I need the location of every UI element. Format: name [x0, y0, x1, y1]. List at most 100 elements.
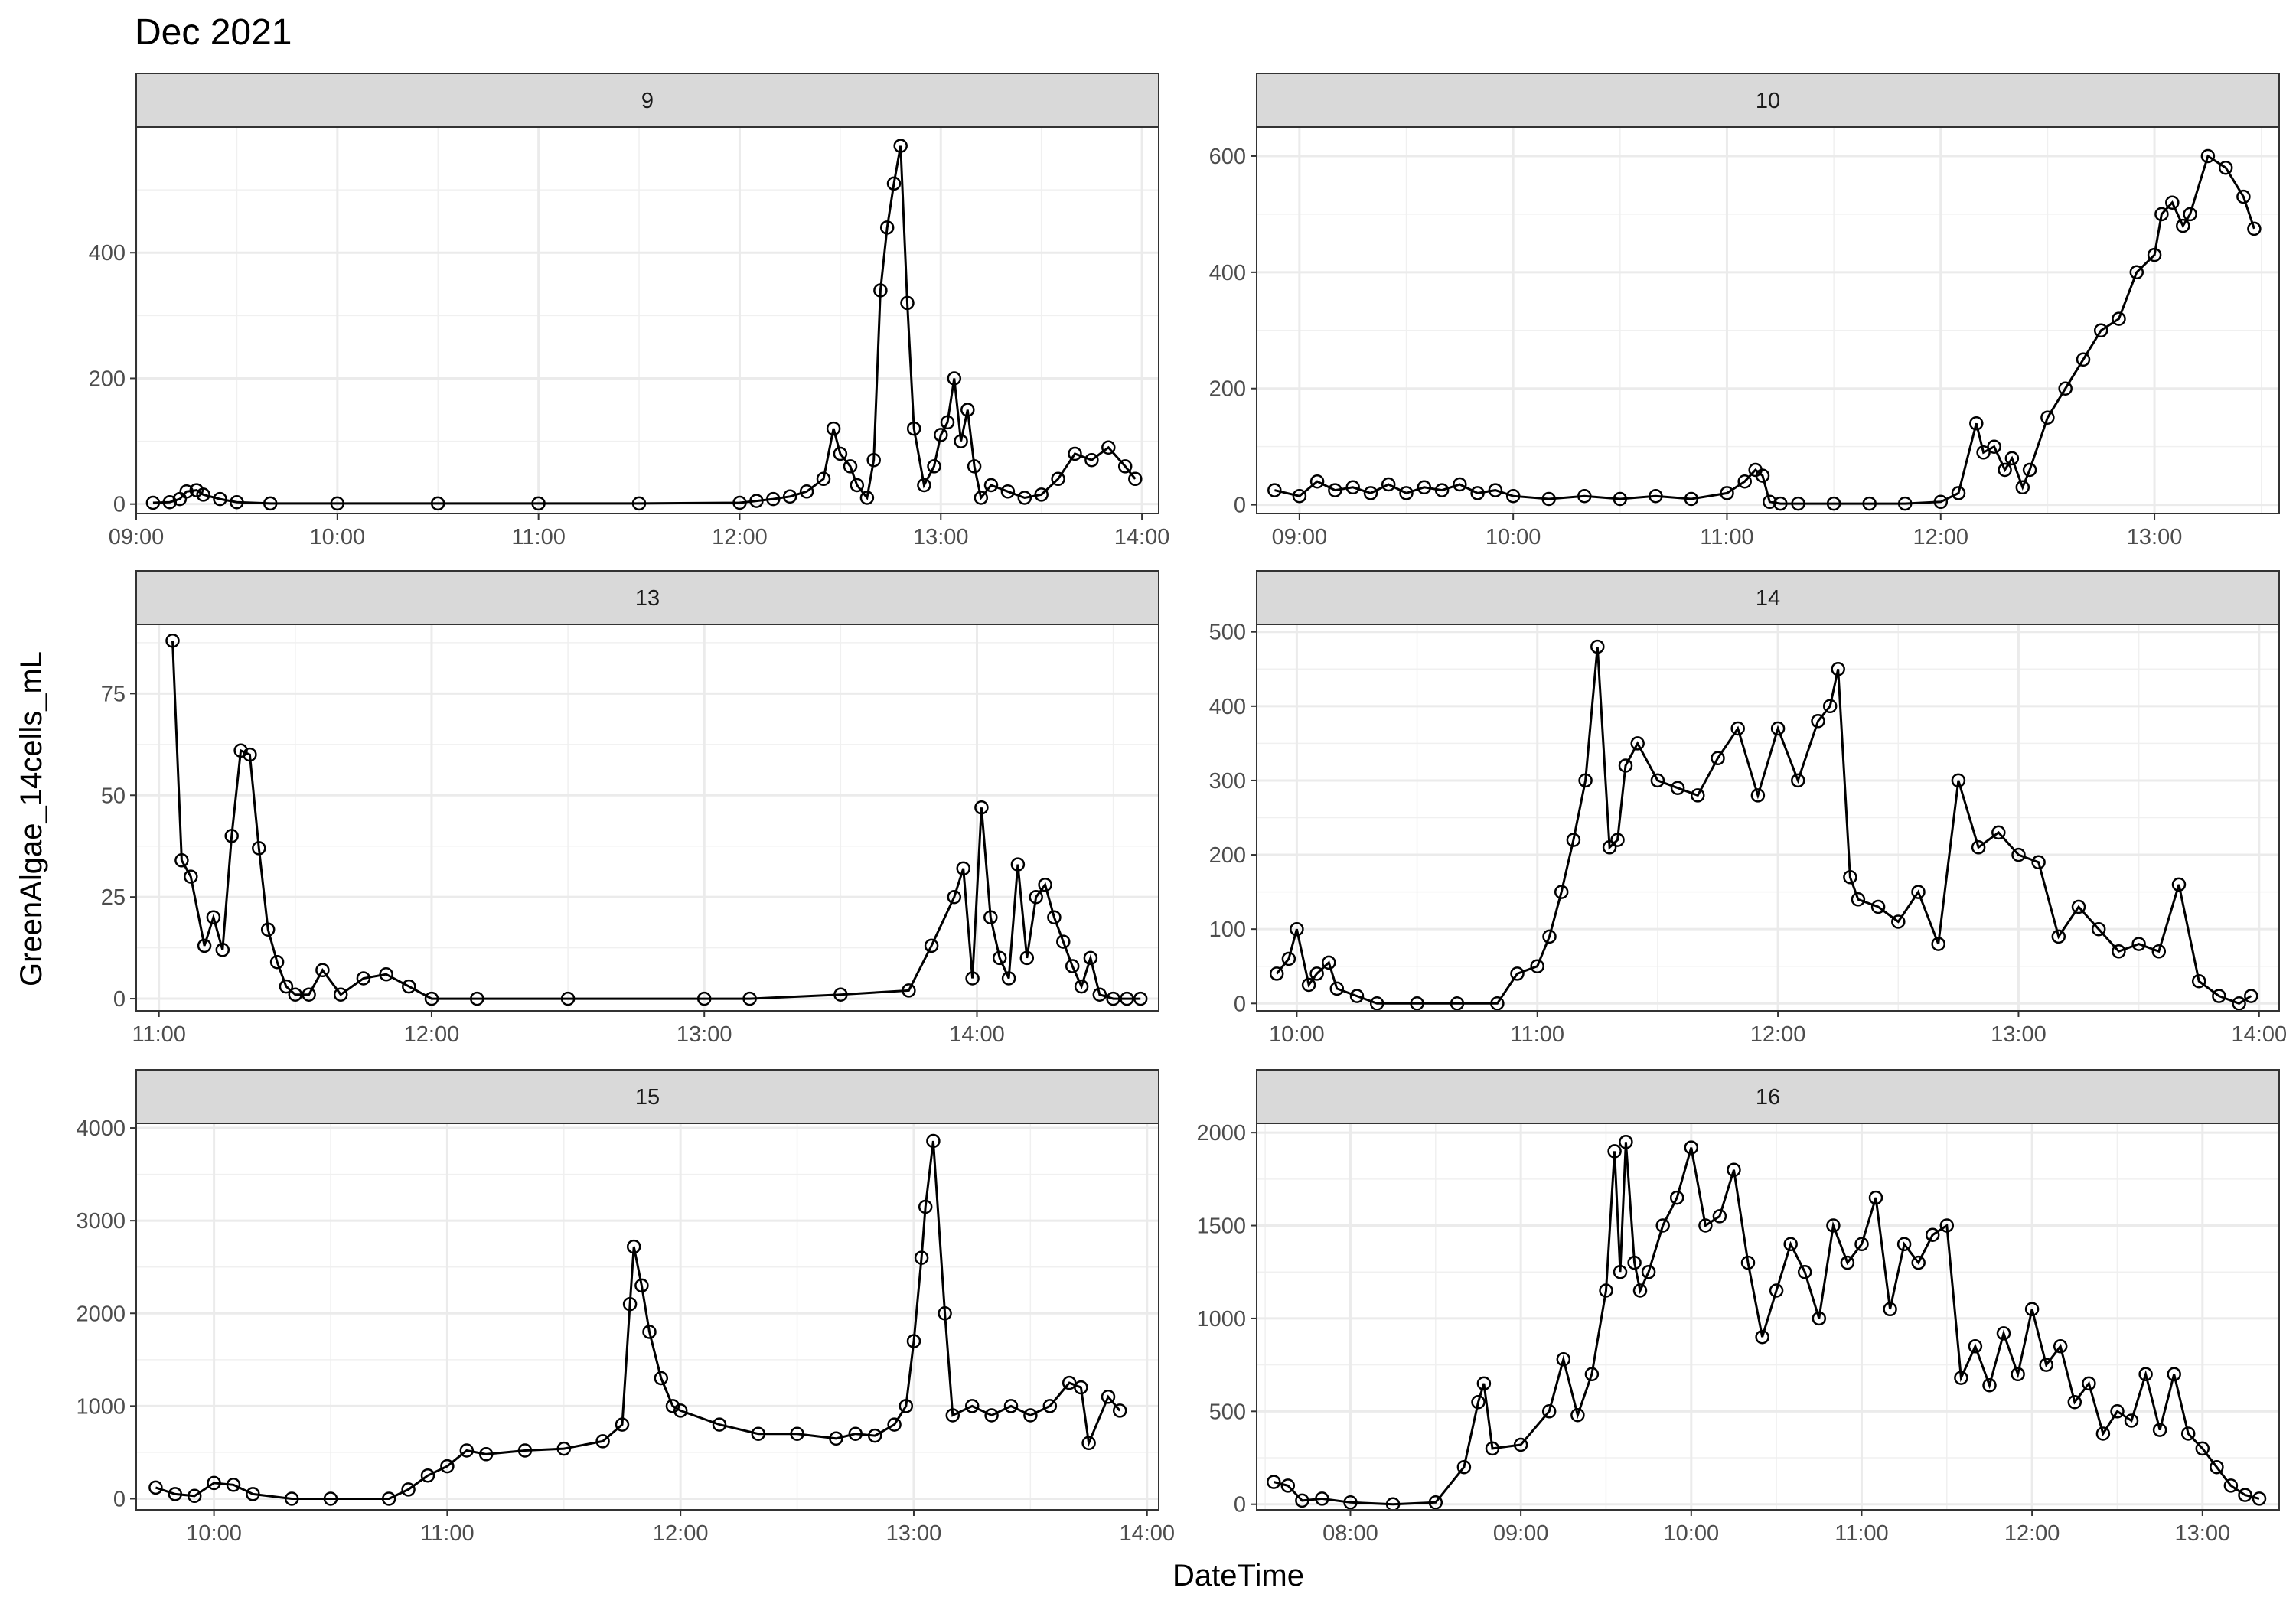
y-tick-label: 600 [1209, 145, 1246, 169]
x-tick-label: 12:00 [1750, 1022, 1806, 1047]
y-tick-label: 2000 [76, 1302, 126, 1326]
data-point [1870, 899, 1886, 914]
data-point [938, 1306, 952, 1321]
data-point [1826, 496, 1841, 511]
data-point [1933, 494, 1949, 510]
data-point [1042, 1399, 1058, 1413]
facet-strip-label: 14 [1756, 586, 1780, 611]
data-point [2218, 160, 2233, 175]
facet-strip-label: 9 [641, 89, 654, 113]
data-point [673, 1403, 688, 1418]
data-point [179, 484, 194, 499]
data-point [165, 634, 180, 648]
data-point [1740, 1255, 1756, 1270]
data-point [2051, 929, 2066, 944]
data-point [2171, 877, 2187, 892]
data-point [2082, 1376, 2096, 1391]
data-point [1998, 462, 2012, 478]
data-point [1599, 1283, 1613, 1298]
data-point [2040, 410, 2055, 425]
data-point [654, 1371, 669, 1386]
data-point [224, 829, 239, 843]
data-point [879, 220, 895, 235]
data-point [1868, 1190, 1883, 1205]
data-point [918, 1199, 933, 1214]
data-point [900, 295, 915, 311]
data-point [1619, 1135, 1633, 1149]
panel-border [135, 624, 1159, 1012]
panel-13: 13 0 25 50 75 11:00 12:00 13:00 14:00 [101, 570, 1159, 1047]
y-tick-label: 500 [1209, 621, 1246, 645]
data-point [1991, 825, 2006, 840]
data-point [2232, 996, 2246, 1011]
data-point [323, 1491, 338, 1506]
x-tick-label: 13:00 [913, 525, 969, 549]
data-point [732, 495, 747, 510]
data-point [1471, 1394, 1486, 1410]
x-tick-label: 09:00 [109, 525, 165, 549]
data-point [1329, 981, 1345, 996]
panel-16: 16 0 500 1000 1500 2000 08:00 09:00 10:00 11:00 12… [1196, 1069, 2280, 1546]
data-point [145, 495, 161, 510]
data-point [1001, 971, 1016, 986]
panel-border [1256, 1123, 2280, 1511]
data-point [2071, 899, 2086, 914]
y-tick-label: 100 [1209, 918, 1246, 942]
data-point [162, 494, 178, 510]
data-point [2053, 1339, 2068, 1354]
data-point [430, 496, 445, 511]
data-point [790, 1426, 804, 1441]
grid [1257, 1123, 2279, 1510]
data-point [899, 1399, 914, 1413]
figure-title: Dec 2021 [135, 12, 292, 53]
data-point [1969, 416, 1984, 431]
data-point [168, 1487, 183, 1501]
data-point [947, 371, 962, 386]
x-tick-label: 08:00 [1322, 1521, 1378, 1546]
data-point [1925, 1227, 1940, 1242]
data-point [1951, 486, 1966, 500]
data-point [2147, 247, 2162, 262]
data-point [1931, 937, 1945, 951]
data-point [2067, 1394, 2082, 1410]
y-tick-label: 1500 [1196, 1214, 1246, 1239]
data-point [1065, 959, 1080, 973]
data-point [1017, 491, 1032, 505]
data-point [531, 496, 546, 511]
data-point [246, 1487, 260, 1501]
data-point [1034, 487, 1049, 502]
x-tick-label: 10:00 [1269, 1022, 1325, 1047]
panel-background [1257, 127, 2279, 513]
data-point [1987, 439, 2001, 454]
data-point [1476, 1376, 1492, 1391]
data-point [859, 491, 875, 505]
data-point [1101, 1390, 1116, 1404]
data-point [2236, 189, 2251, 204]
y-tick-label: 0 [1234, 1493, 1246, 1517]
data-point [2076, 352, 2091, 367]
y-tick-label: 400 [1209, 695, 1246, 719]
data-point [1670, 781, 1685, 795]
x-tick-label: 11:00 [511, 525, 565, 549]
data-point [1843, 869, 1857, 885]
data-point [402, 979, 416, 994]
data-point [302, 987, 316, 1002]
data-point [1770, 721, 1786, 736]
data-point [1712, 1209, 1727, 1224]
data-point [1450, 996, 1465, 1011]
data-point [420, 1468, 435, 1483]
data-point [279, 979, 294, 994]
data-point [2124, 1413, 2139, 1428]
facet-strip-label: 16 [1756, 1085, 1780, 1110]
data-point [2210, 1459, 2224, 1475]
data-point [2091, 921, 2106, 937]
panel-10: 10 0 200 400 600 09:00 10:00 11:00 12:00 13:00 [1209, 73, 2280, 549]
x-tick-label: 10:00 [1664, 1521, 1720, 1546]
series-points [1267, 148, 2262, 511]
data-point [1410, 996, 1424, 1011]
data-point [560, 991, 576, 1006]
x-tick-label: 14:00 [2232, 1022, 2288, 1047]
panel-15: 15 0 1000 2000 3000 4000 10:00 11:00 12:00 13:00 1… [76, 1069, 1175, 1546]
data-point [2212, 989, 2226, 1003]
data-point [1309, 474, 1325, 489]
